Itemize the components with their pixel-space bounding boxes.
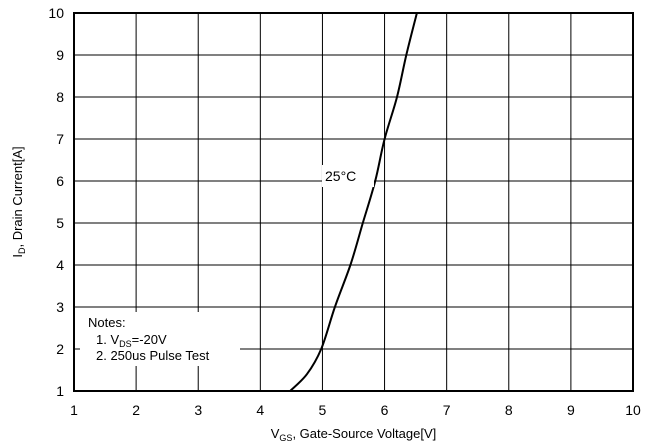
y-tick-label-0: 1 [56, 383, 64, 399]
x-axis-label-prefix: V [271, 426, 280, 441]
y-axis-label: ID, Drain Current[A] [10, 146, 27, 257]
x-tick-label-1: 2 [132, 402, 140, 418]
notes-line1-prefix: 1. V [96, 332, 119, 347]
y-tick-label-4: 5 [56, 215, 64, 231]
y-tick-label-6: 7 [56, 131, 64, 147]
notes-line-vds: 1. VDS=-20V [96, 332, 167, 349]
y-tick-label-5: 6 [56, 173, 64, 189]
x-axis-label-sub: GS [279, 433, 292, 443]
series-label-25c: 25°C [325, 168, 356, 184]
notes-background [80, 312, 240, 366]
y-tick-label-3: 4 [56, 257, 64, 273]
series-label-background [322, 165, 374, 187]
x-tick-label-5: 6 [381, 402, 389, 418]
x-tick-label-8: 9 [567, 402, 575, 418]
x-axis-label-rest: , Gate-Source Voltage[V] [292, 426, 436, 441]
y-axis-label-rest: , Drain Current[A] [10, 146, 25, 247]
y-axis-label-sub: D [17, 247, 27, 254]
x-tick-label-4: 5 [319, 402, 327, 418]
x-tick-label-7: 8 [505, 402, 513, 418]
x-tick-label-6: 7 [443, 402, 451, 418]
x-tick-label-0: 1 [70, 402, 78, 418]
y-tick-label-7: 8 [56, 89, 64, 105]
notes-title: Notes: [88, 315, 126, 330]
notes-line-pulse: 2. 250us Pulse Test [96, 348, 210, 363]
y-tick-label-8: 9 [56, 47, 64, 63]
series-line-25c [289, 12, 418, 392]
x-tick-label-3: 4 [256, 402, 264, 418]
notes-line1-rest: =-20V [132, 332, 167, 347]
x-tick-label-9: 10 [625, 402, 641, 418]
x-tick-label-2: 3 [194, 402, 202, 418]
tick-labels: 1 2 3 4 5 6 7 8 9 10 1 2 3 4 5 6 7 8 9 10 [48, 5, 641, 418]
y-axis-label-prefix: I [10, 254, 25, 258]
y-tick-label-1: 2 [56, 341, 64, 357]
y-tick-label-2: 3 [56, 299, 64, 315]
plot-frame [73, 12, 634, 392]
y-tick-label-9: 10 [48, 5, 64, 21]
notes-line1-sub: DS [119, 339, 132, 349]
x-axis-label: VGS, Gate-Source Voltage[V] [271, 426, 437, 443]
